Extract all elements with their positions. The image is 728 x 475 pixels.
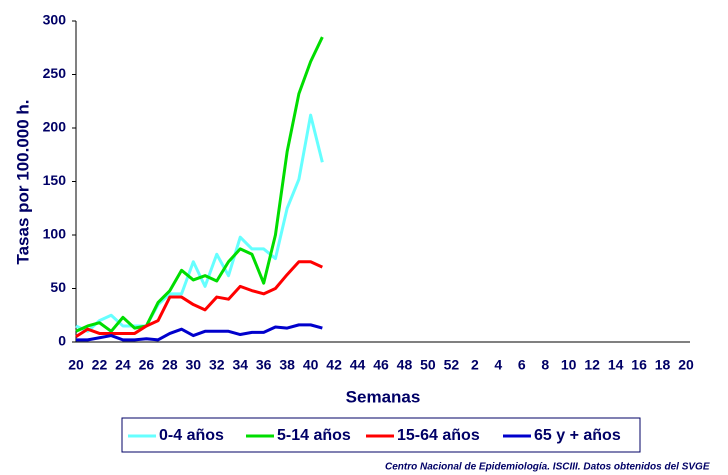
x-tick-label: 2: [471, 357, 479, 373]
x-tick-label: 20: [678, 357, 694, 373]
source-note: Centro Nacional de Epidemiología. ISCIII…: [385, 462, 710, 473]
x-tick-label: 12: [584, 357, 600, 373]
legend-label: 15-64 años: [397, 427, 480, 444]
y-axis-title: Tasas por 100.000 h.: [13, 99, 32, 264]
y-tick-label: 100: [43, 226, 67, 242]
legend-label: 65 y + años: [534, 427, 621, 444]
x-tick-label: 30: [186, 357, 202, 373]
x-tick-label: 18: [655, 357, 671, 373]
x-tick-label: 50: [420, 357, 436, 373]
x-tick-label: 22: [92, 357, 108, 373]
y-tick-label: 150: [43, 172, 67, 188]
y-tick-label: 50: [50, 279, 66, 295]
x-tick-label: 4: [494, 357, 502, 373]
x-tick-label: 32: [209, 357, 225, 373]
x-tick-label: 34: [232, 357, 248, 373]
x-tick-label: 44: [350, 357, 366, 373]
x-tick-label: 42: [326, 357, 342, 373]
y-tick-label: 0: [58, 333, 66, 349]
x-tick-label: 40: [303, 357, 319, 373]
y-tick-label: 300: [43, 12, 67, 28]
y-tick-label: 250: [43, 65, 67, 81]
x-tick-label: 24: [115, 357, 131, 373]
x-tick-label: 52: [444, 357, 460, 373]
legend-label: 5-14 años: [277, 427, 351, 444]
x-tick-label: 48: [397, 357, 413, 373]
x-tick-label: 38: [279, 357, 295, 373]
series-line: [75, 113, 324, 333]
y-tick-label: 200: [43, 119, 67, 135]
series-line: [75, 36, 324, 333]
x-tick-label: 46: [373, 357, 389, 373]
x-tick-label: 10: [561, 357, 577, 373]
series-line: [76, 323, 323, 342]
x-tick-label: 6: [518, 357, 526, 373]
x-tick-label: 26: [139, 357, 155, 373]
x-tick-label: 14: [608, 357, 624, 373]
x-axis-title: Semanas: [346, 387, 421, 406]
x-tick-label: 16: [631, 357, 647, 373]
x-tick-label: 8: [541, 357, 549, 373]
legend-label: 0-4 años: [159, 427, 224, 444]
series-line: [75, 260, 323, 338]
x-tick-label: 20: [68, 357, 84, 373]
x-tick-label: 28: [162, 357, 178, 373]
x-tick-label: 36: [256, 357, 272, 373]
